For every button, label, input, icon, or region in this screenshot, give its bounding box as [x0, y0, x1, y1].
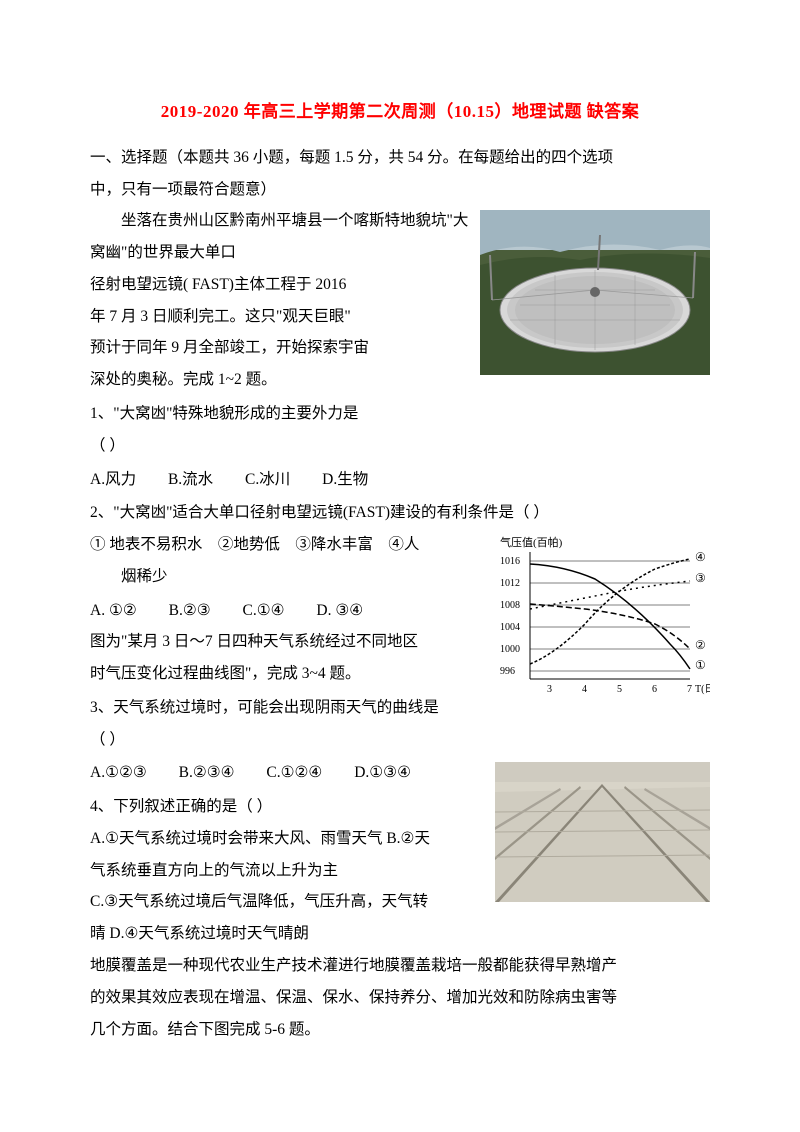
film-intro-line3: 几个方面。结合下图完成 5-6 题。: [90, 1014, 710, 1046]
svg-text:1004: 1004: [500, 622, 520, 633]
svg-text:①: ①: [695, 658, 706, 672]
q3-option-d: D.①③④: [354, 757, 411, 789]
q1-option-a: A.风力: [90, 464, 136, 496]
svg-text:④: ④: [695, 550, 706, 564]
q2-option-d: D. ③④: [316, 595, 363, 627]
q3-option-b: B.②③④: [179, 757, 235, 789]
q4-option-cd-cont: 晴 D.④天气系统过境时天气晴朗: [90, 918, 710, 950]
section-header-line2: 中，只有一项最符合题意）: [90, 174, 710, 206]
svg-text:6: 6: [652, 684, 657, 695]
svg-text:7: 7: [687, 684, 692, 695]
svg-text:1012: 1012: [500, 578, 520, 589]
svg-text:3: 3: [547, 684, 552, 695]
question-3-paren: （ ）: [90, 724, 710, 756]
film-intro-line1: 地膜覆盖是一种现代农业生产技术灌进行地膜覆盖栽培一般都能获得早熟增产: [90, 950, 710, 982]
q3-option-a: A.①②③: [90, 757, 147, 789]
svg-text:②: ②: [695, 638, 706, 652]
section-header-line1: 一、选择题（本题共 36 小题，每题 1.5 分，共 54 分。在每题给出的四个…: [90, 142, 710, 174]
q2-option-b: B.②③: [169, 595, 211, 627]
document-title: 2019-2020 年高三上学期第二次周测（10.15）地理试题 缺答案: [90, 95, 710, 130]
svg-text:1008: 1008: [500, 600, 520, 611]
svg-text:5: 5: [617, 684, 622, 695]
q2-option-a: A. ①②: [90, 595, 137, 627]
chart-y-title: 气压值(百帕): [500, 535, 563, 549]
question-1: 1、"大窝凼"特殊地貌形成的主要外力是: [90, 398, 710, 430]
q3-option-c: C.①②④: [266, 757, 322, 789]
svg-text:T(日): T(日): [695, 684, 710, 695]
q1-option-c: C.冰川: [245, 464, 290, 496]
svg-text:996: 996: [500, 666, 515, 677]
svg-text:1000: 1000: [500, 644, 520, 655]
question-2: 2、"大窝凼"适合大单口径射电望远镜(FAST)建设的有利条件是（ ）: [90, 497, 710, 529]
question-1-paren: （ ）: [90, 430, 710, 462]
q1-option-d: D.生物: [322, 464, 368, 496]
fast-telescope-image: [480, 210, 710, 375]
svg-text:4: 4: [582, 684, 587, 695]
q2-option-c: C.①④: [243, 595, 285, 627]
q1-option-b: B.流水: [168, 464, 213, 496]
film-intro-line2: 的效果其效应表现在增温、保温、保水、保持养分、增加光效和防除病虫害等: [90, 982, 710, 1014]
pressure-chart: 气压值(百帕) 1016 1012 1008 1004 1000 996 3 4…: [495, 534, 710, 702]
svg-text:③: ③: [695, 571, 706, 585]
svg-text:1016: 1016: [500, 556, 520, 567]
question-1-options: A.风力 B.流水 C.冰川 D.生物: [90, 464, 710, 496]
field-image: [495, 762, 710, 902]
